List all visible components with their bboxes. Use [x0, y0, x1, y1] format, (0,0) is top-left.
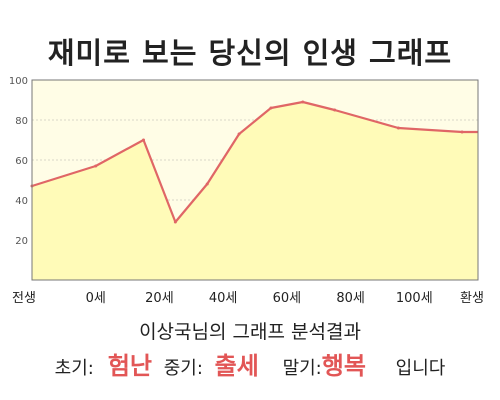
data-point	[205, 182, 209, 186]
y-tick-label: 20	[15, 236, 28, 247]
mid-value: 출세	[214, 352, 259, 380]
x-tick-label: 0세	[86, 291, 106, 306]
data-point	[333, 108, 337, 112]
analysis-summary: 이상국님의 그래프 분석결과	[139, 321, 361, 343]
series-area	[32, 102, 478, 280]
plot-border	[31, 79, 479, 281]
data-point	[173, 220, 177, 224]
data-point	[269, 106, 273, 110]
x-tick-label: 환생	[460, 291, 484, 306]
data-point	[396, 126, 400, 130]
x-tick-label: 20세	[145, 291, 174, 306]
data-point	[142, 138, 145, 142]
x-tick-label: 40세	[209, 291, 238, 306]
late-value: 행복	[321, 352, 366, 380]
y-tick-label: 40	[15, 196, 28, 207]
data-point	[301, 100, 305, 104]
x-tick-label: 60세	[273, 291, 302, 306]
data-point	[237, 132, 241, 136]
early-label: 초기:	[54, 358, 94, 379]
series-line	[31, 100, 478, 224]
early-value: 험난	[107, 352, 152, 380]
y-tick-label: 100	[9, 76, 28, 87]
late-label: 말기:	[282, 358, 322, 379]
y-tick-label: 80	[15, 116, 28, 127]
x-tick-label: 100세	[396, 291, 433, 306]
mid-label: 중기:	[163, 358, 203, 379]
x-tick-label: 80세	[336, 291, 365, 306]
data-point	[94, 164, 98, 168]
x-axis: 전생 0세 20세 40세 60세 80세 100세 환생	[12, 291, 484, 306]
suffix-text: 입니다	[395, 358, 446, 379]
data-point	[460, 130, 464, 134]
analysis-result: 초기: 험난 중기: 출세 말기:행복 입니다	[0, 346, 500, 381]
x-tick-label: 전생	[12, 291, 36, 306]
life-graph-chart: 20 40 60 80 100 전생 0세 20세 40세 60세 80세 100세 환생	[9, 76, 484, 306]
y-axis: 20 40 60 80 100	[9, 76, 28, 247]
chart-title: 재미로 보는 당신의 인생 그래프	[47, 36, 453, 70]
y-tick-label: 60	[15, 156, 28, 167]
